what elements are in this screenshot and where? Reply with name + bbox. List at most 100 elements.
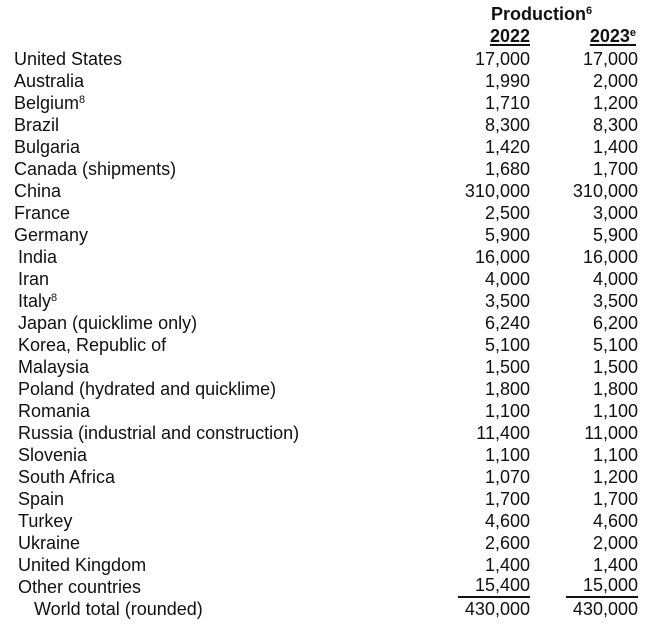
country-name: Romania (18, 401, 91, 421)
value-2023: 8,300 (592, 115, 638, 135)
value-2023: 4,000 (592, 269, 638, 289)
table-row: Romania 1,100 1,100 (0, 400, 654, 422)
value-2022: 1,100 (484, 401, 530, 421)
value-2022: 17,000 (474, 49, 530, 69)
country-name: Turkey (18, 511, 73, 531)
value-2022: 4,600 (484, 511, 530, 531)
table-row: Bulgaria 1,420 1,400 (0, 136, 654, 158)
value-2022: 1,990 (484, 71, 530, 91)
country-name: United Kingdom (18, 555, 147, 575)
value-2023: 3,500 (592, 291, 638, 311)
table-row: Iran 4,000 4,000 (0, 268, 654, 290)
value-2022: 1,100 (484, 445, 530, 465)
table-row: Ukraine 2,600 2,000 (0, 532, 654, 554)
country-name: Slovenia (18, 445, 88, 465)
country-name: Bulgaria (14, 137, 81, 157)
value-2023: 15,000 (566, 576, 638, 598)
table-row: Italy8 3,500 3,500 (0, 290, 654, 312)
value-2023: 2,000 (592, 533, 638, 553)
table-row: United States 17,000 17,000 (0, 48, 654, 70)
value-2022: 15,400 (458, 576, 530, 598)
table-row-world-total: World total (rounded) 430,000 430,000 (0, 598, 654, 620)
country-name: Italy8 (18, 291, 58, 311)
column-header-2022: 2022 (470, 25, 530, 47)
table-row: India 16,000 16,000 (0, 246, 654, 268)
production-header-label: Production (491, 4, 586, 24)
country-name: Australia (14, 71, 85, 91)
value-2023: 1,800 (592, 379, 638, 399)
country-name: Ukraine (18, 533, 81, 553)
value-2022: 6,240 (484, 313, 530, 333)
country-name: Germany (14, 225, 89, 245)
value-2022: 1,070 (484, 467, 530, 487)
value-2023: 310,000 (572, 181, 638, 201)
value-2022: 1,680 (484, 159, 530, 179)
value-2022: 1,400 (484, 555, 530, 575)
value-2022: 2,500 (484, 203, 530, 223)
world-total-label: World total (rounded) (34, 599, 203, 619)
table-row: Germany 5,900 5,900 (0, 224, 654, 246)
table-row-other-countries: Other countries 15,400 15,000 (0, 576, 654, 598)
country-name: France (14, 203, 71, 223)
total-2022: 430,000 (464, 599, 530, 619)
value-2023: 4,600 (592, 511, 638, 531)
value-2022: 11,400 (476, 423, 530, 443)
country-name: India (18, 247, 58, 267)
value-2022: 1,710 (484, 93, 530, 113)
value-2022: 16,000 (474, 247, 530, 267)
country-name: Other countries (18, 577, 142, 597)
column-header-2022-label: 2022 (489, 26, 530, 46)
value-2023: 5,100 (592, 335, 638, 355)
value-2022: 8,300 (484, 115, 530, 135)
value-2022: 1,500 (484, 357, 530, 377)
value-2022: 1,700 (484, 489, 530, 509)
value-2023: 1,100 (592, 445, 638, 465)
country-name: Japan (quicklime only) (18, 313, 198, 333)
country-name: Russia (industrial and construction) (18, 423, 300, 443)
column-header-2023-label: 2023 (589, 26, 630, 46)
value-2023: 2,000 (592, 71, 638, 91)
country-name: Iran (18, 269, 50, 289)
value-2022: 5,900 (484, 225, 530, 245)
column-header-2023: 2023e (570, 25, 636, 47)
value-2022: 1,420 (484, 137, 530, 157)
country-name: Korea, Republic of (18, 335, 167, 355)
value-2022: 2,600 (484, 533, 530, 553)
country-name: United States (14, 49, 123, 69)
table-row: Poland (hydrated and quicklime) 1,800 1,80… (0, 378, 654, 400)
table-row: Slovenia 1,100 1,100 (0, 444, 654, 466)
table-row: France 2,500 3,000 (0, 202, 654, 224)
production-footnote: 6 (586, 5, 593, 17)
country-name: Spain (18, 489, 65, 509)
country-name: South Africa (18, 467, 116, 487)
value-2022: 310,000 (464, 181, 530, 201)
value-2023: 11,000 (584, 423, 638, 443)
country-name: Belgium8 (14, 93, 86, 113)
value-2023: 1,700 (592, 159, 638, 179)
value-2023: 1,700 (592, 489, 638, 509)
table-row: Turkey 4,600 4,600 (0, 510, 654, 532)
country-name: Brazil (14, 115, 60, 135)
value-2023: 1,400 (592, 555, 638, 575)
table-row: Japan (quicklime only) 6,240 6,200 (0, 312, 654, 334)
table-row: China 310,000 310,000 (0, 180, 654, 202)
table-row: South Africa 1,070 1,200 (0, 466, 654, 488)
country-name: China (14, 181, 62, 201)
table-row: Malaysia 1,500 1,500 (0, 356, 654, 378)
value-2023: 1,100 (592, 401, 638, 421)
table-row: Canada (shipments) 1,680 1,700 (0, 158, 654, 180)
production-table: United States 17,000 17,000 Australia 1,990… (0, 48, 654, 620)
value-2022: 4,000 (484, 269, 530, 289)
value-2023: 17,000 (582, 49, 638, 69)
value-2023: 1,200 (592, 93, 638, 113)
value-2023: 1,200 (592, 467, 638, 487)
table-row: Australia 1,990 2,000 (0, 70, 654, 92)
table-row: Belgium8 1,710 1,200 (0, 92, 654, 114)
country-name: Canada (shipments) (14, 159, 177, 179)
value-2023: 5,900 (592, 225, 638, 245)
table-row: Korea, Republic of 5,100 5,100 (0, 334, 654, 356)
table-row: Spain 1,700 1,700 (0, 488, 654, 510)
value-2023: 16,000 (582, 247, 638, 267)
total-2023: 430,000 (572, 599, 638, 619)
production-header: Production6 (491, 3, 592, 25)
